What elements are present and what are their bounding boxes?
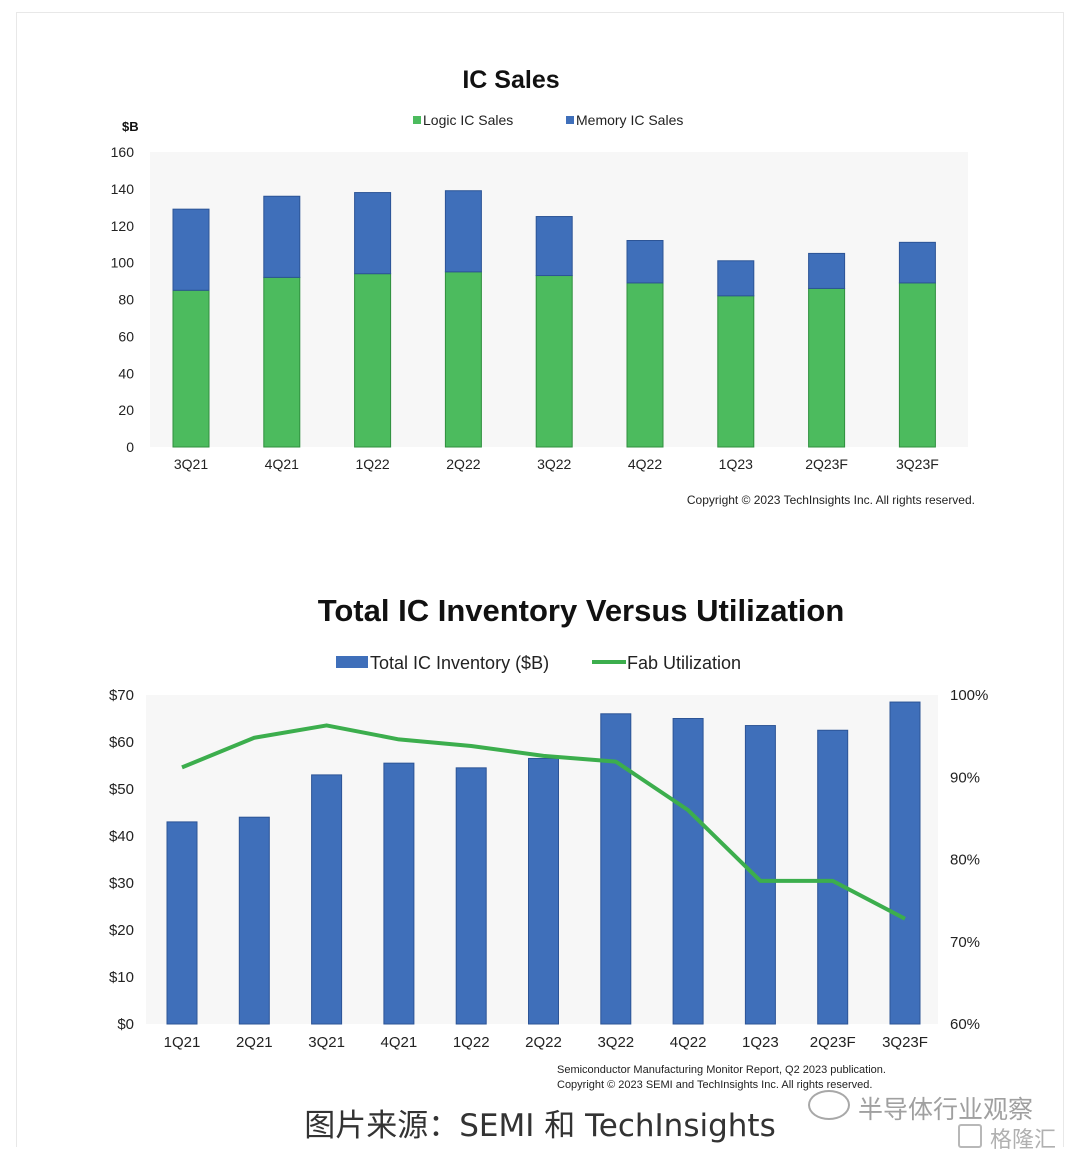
memory-bar bbox=[535, 216, 573, 277]
x-tick-label: 1Q23 bbox=[719, 456, 753, 472]
x-tick-label: 4Q22 bbox=[670, 1034, 707, 1051]
inventory-bar bbox=[744, 725, 776, 1025]
y-axis-label: $B bbox=[122, 119, 139, 134]
y-left-tick-label: $60 bbox=[109, 734, 134, 751]
inventory-bar bbox=[166, 821, 198, 1025]
inventory-bar bbox=[817, 729, 849, 1025]
x-tick-label: 1Q21 bbox=[164, 1034, 201, 1051]
x-tick-label: 3Q21 bbox=[308, 1034, 345, 1051]
y-tick-label: 100 bbox=[111, 255, 135, 271]
logic-bar bbox=[535, 275, 573, 448]
x-tick-label: 3Q23F bbox=[896, 456, 939, 472]
x-tick-label: 2Q22 bbox=[446, 456, 480, 472]
watermark-account: 半导体行业观察 bbox=[858, 1095, 1034, 1124]
logic-bar bbox=[444, 271, 482, 448]
copyright-note: Copyright © 2023 TechInsights Inc. All r… bbox=[687, 493, 975, 507]
y-left-tick-label: $30 bbox=[109, 875, 134, 892]
legend-swatch bbox=[413, 116, 421, 124]
legend-swatch bbox=[336, 656, 368, 668]
y-left-tick-label: $50 bbox=[109, 781, 134, 798]
source-note: Copyright © 2023 SEMI and TechInsights I… bbox=[557, 1079, 872, 1091]
image-source-caption: 图片来源：SEMI 和 TechInsights bbox=[304, 1108, 776, 1144]
x-tick-label: 2Q23F bbox=[810, 1034, 856, 1051]
y-tick-label: 160 bbox=[111, 144, 135, 160]
y-left-tick-label: $40 bbox=[109, 828, 134, 845]
y-left-tick-label: $0 bbox=[117, 1016, 134, 1033]
x-tick-label: 2Q21 bbox=[236, 1034, 273, 1051]
x-tick-label: 2Q23F bbox=[805, 456, 848, 472]
x-tick-label: 1Q23 bbox=[742, 1034, 779, 1051]
wechat-icon bbox=[808, 1090, 850, 1120]
y-right-tick-label: 90% bbox=[950, 769, 980, 786]
logic-bar bbox=[263, 276, 301, 448]
inventory-bar bbox=[383, 762, 415, 1025]
x-tick-label: 4Q22 bbox=[628, 456, 662, 472]
x-tick-label: 1Q22 bbox=[355, 456, 389, 472]
logic-bar bbox=[808, 287, 846, 448]
logic-bar bbox=[626, 282, 664, 448]
watermark-logo-text: 格隆汇 bbox=[990, 1128, 1057, 1153]
memory-bar bbox=[717, 260, 755, 297]
x-tick-label: 3Q23F bbox=[882, 1034, 928, 1051]
memory-bar bbox=[354, 192, 392, 275]
inventory-bar bbox=[600, 713, 632, 1025]
inventory-utilization-chart: Total IC Inventory Versus Utilization Tot… bbox=[109, 593, 988, 1091]
ic-sales-chart: IC Sales $B Logic IC Sales Memory IC Sales 0… bbox=[111, 66, 975, 507]
x-tick-label: 3Q21 bbox=[174, 456, 208, 472]
legend-label: Fab Utilization bbox=[627, 653, 741, 673]
y-right-tick-label: 60% bbox=[950, 1016, 980, 1033]
x-tick-label: 3Q22 bbox=[537, 456, 571, 472]
memory-bar bbox=[444, 190, 482, 273]
memory-bar bbox=[263, 195, 301, 278]
source-note: Semiconductor Manufacturing Monitor Repo… bbox=[557, 1064, 886, 1076]
memory-bar bbox=[898, 241, 936, 284]
x-tick-label: 2Q22 bbox=[525, 1034, 562, 1051]
y-tick-label: 20 bbox=[118, 402, 134, 418]
y-tick-label: 60 bbox=[118, 328, 134, 344]
legend-label: Total IC Inventory ($B) bbox=[370, 653, 549, 673]
y-left-tick-label: $70 bbox=[109, 687, 134, 704]
memory-bar bbox=[172, 208, 210, 291]
x-tick-label: 4Q21 bbox=[265, 456, 299, 472]
inventory-bar bbox=[889, 701, 921, 1025]
y-tick-label: 140 bbox=[111, 181, 135, 197]
legend-label: Memory IC Sales bbox=[576, 112, 683, 128]
y-tick-label: 40 bbox=[118, 365, 134, 381]
content-frame bbox=[16, 12, 1064, 1147]
inventory-bar bbox=[528, 757, 559, 1025]
inventory-bar bbox=[455, 767, 487, 1025]
x-tick-label: 1Q22 bbox=[453, 1034, 490, 1051]
memory-bar bbox=[808, 252, 846, 289]
logic-bar bbox=[717, 295, 755, 448]
memory-bar bbox=[626, 240, 664, 284]
inventory-bar bbox=[238, 816, 270, 1025]
gelonghui-logo-icon bbox=[958, 1124, 982, 1148]
legend-label: Logic IC Sales bbox=[423, 112, 513, 128]
logic-bar bbox=[354, 273, 392, 448]
watermark: 半导体行业观察 格隆汇 bbox=[808, 1086, 1078, 1153]
y-right-tick-label: 100% bbox=[950, 687, 988, 704]
inventory-bar bbox=[311, 774, 343, 1025]
y-right-tick-label: 70% bbox=[950, 934, 980, 951]
y-left-tick-label: $10 bbox=[109, 969, 134, 986]
x-tick-label: 4Q21 bbox=[381, 1034, 418, 1051]
chart-title: IC Sales bbox=[462, 66, 559, 94]
logic-bar bbox=[172, 289, 210, 448]
y-left-tick-label: $20 bbox=[109, 922, 134, 939]
logic-bar bbox=[898, 282, 936, 448]
legend-swatch bbox=[566, 116, 574, 124]
y-tick-label: 80 bbox=[118, 292, 134, 308]
y-tick-label: 120 bbox=[111, 218, 135, 234]
x-tick-label: 3Q22 bbox=[597, 1034, 634, 1051]
inventory-bar bbox=[672, 718, 704, 1025]
y-right-tick-label: 80% bbox=[950, 852, 980, 869]
y-tick-label: 0 bbox=[126, 439, 134, 455]
chart-title: Total IC Inventory Versus Utilization bbox=[318, 593, 845, 628]
